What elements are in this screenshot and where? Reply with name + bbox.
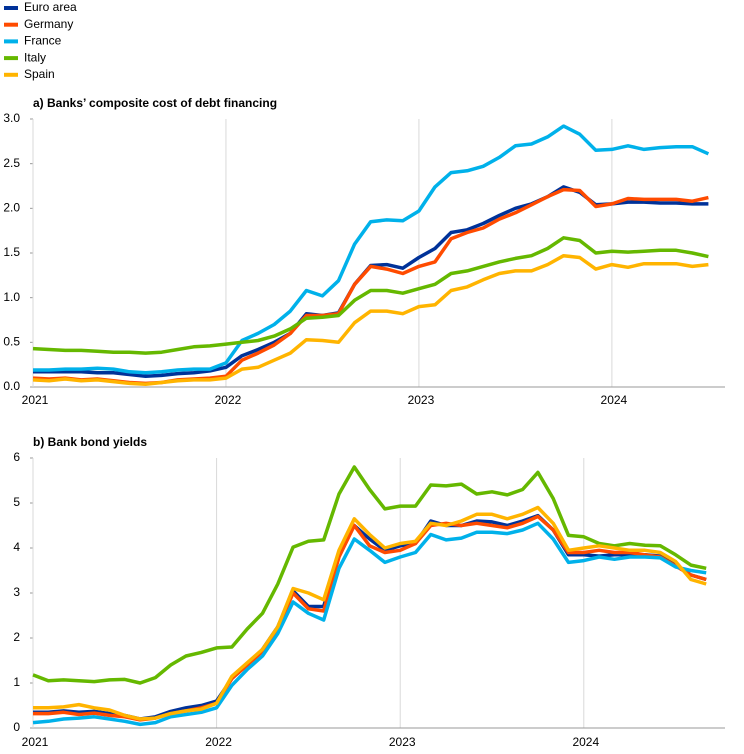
- legend-label: Spain: [24, 67, 55, 81]
- y-tick-label: 0.0: [3, 379, 20, 393]
- series-line: [32, 236, 709, 355]
- series-line: [33, 124, 710, 375]
- y-tick-label: 2: [13, 630, 20, 644]
- x-tick-label: 2021: [22, 393, 49, 407]
- chart-title: b) Bank bond yields: [33, 435, 147, 449]
- y-tick-label: 0: [13, 720, 20, 734]
- legend-label: Italy: [24, 50, 46, 64]
- y-tick-label: 4: [13, 540, 20, 554]
- x-tick-label: 2023: [408, 393, 435, 407]
- chart-title: a) Banks’ composite cost of debt financi…: [33, 96, 277, 110]
- y-tick-label: 1: [13, 675, 20, 689]
- x-tick-label: 2022: [215, 393, 242, 407]
- y-tick-label: 3: [13, 585, 20, 599]
- legend-label: Euro area: [24, 0, 77, 14]
- legend-label: France: [24, 34, 62, 48]
- series-line: [32, 521, 707, 727]
- y-tick-label: 2.0: [3, 201, 20, 215]
- series-line: [33, 185, 709, 379]
- x-tick-label: 2024: [572, 735, 599, 749]
- legend-label: Germany: [24, 17, 73, 31]
- x-tick-label: 2021: [22, 735, 49, 749]
- y-tick-label: 1.5: [3, 245, 20, 259]
- x-tick-label: 2024: [601, 393, 628, 407]
- y-tick-label: 3.0: [3, 111, 20, 125]
- y-tick-label: 5: [13, 495, 20, 509]
- y-tick-label: 6: [13, 450, 20, 464]
- series-line: [33, 505, 707, 721]
- series-line: [32, 187, 709, 386]
- series-line: [32, 253, 709, 387]
- x-tick-label: 2022: [205, 735, 232, 749]
- y-tick-label: 1.0: [3, 290, 20, 304]
- y-tick-label: 2.5: [3, 156, 20, 170]
- series-line: [32, 465, 707, 685]
- y-tick-label: 0.5: [3, 335, 20, 349]
- x-tick-label: 2023: [389, 735, 416, 749]
